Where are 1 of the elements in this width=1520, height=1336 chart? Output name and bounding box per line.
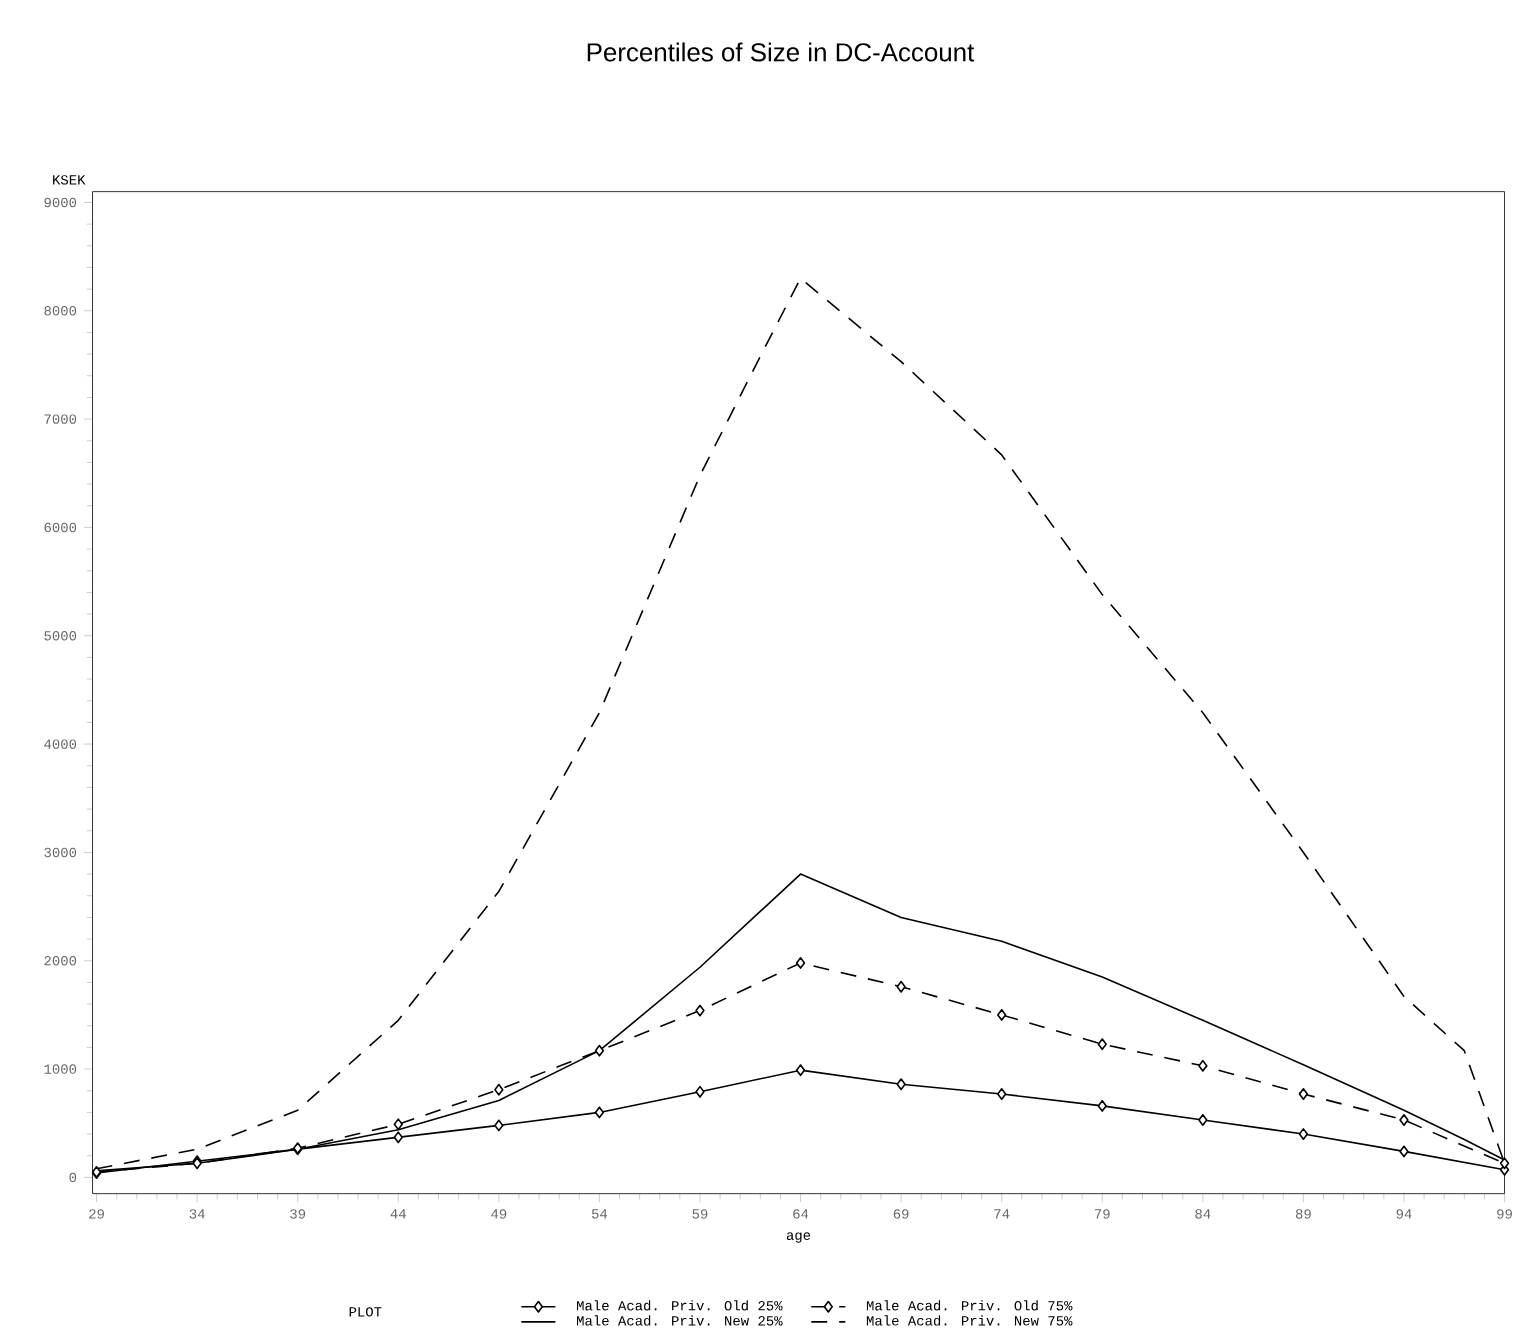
chart-title: Percentiles of Size in DC-Account bbox=[587, 42, 975, 62]
